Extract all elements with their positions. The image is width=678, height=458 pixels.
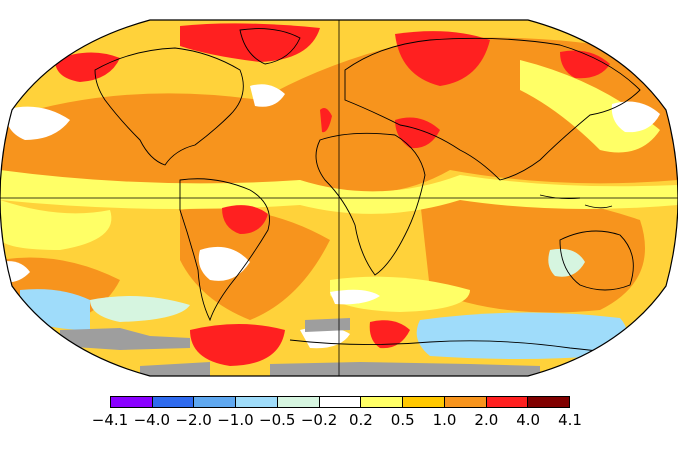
- colorbar-bin: [528, 397, 570, 407]
- colorbar-bin: [111, 397, 153, 407]
- colorbar-tick-label: 0.5: [390, 411, 415, 429]
- colorbar-tick-label: −4.1: [91, 411, 129, 429]
- colorbar-tick-label: 2.0: [474, 411, 499, 429]
- colorbar-ticks: −4.1 −4.0 −2.0 −1.0 −0.5 −0.2 0.2 0.5 1.0 2.0 4.0 4…: [92, 411, 582, 431]
- colorbar-bin: [486, 397, 529, 407]
- colorbar-bin: [152, 397, 195, 407]
- colorbar-tick-label: −2.0: [175, 411, 212, 429]
- colorbar: [110, 396, 570, 408]
- colorbar-bin: [361, 397, 404, 407]
- colorbar-tick-label: 4.1: [558, 411, 582, 429]
- colorbar-tick-label: −0.2: [300, 411, 338, 429]
- colorbar-bin: [444, 397, 487, 407]
- colorbar-bin: [403, 397, 445, 407]
- colorbar-bin: [277, 397, 320, 407]
- colorbar-bin: [236, 397, 278, 407]
- reference-axes: [0, 20, 678, 376]
- temperature-anomaly-map: [0, 19, 678, 377]
- map-outline: [0, 19, 678, 377]
- colorbar-tick-label: −4.0: [133, 411, 171, 429]
- colorbar-bin: [319, 397, 362, 407]
- colorbar-tick-label: 0.2: [348, 411, 373, 429]
- colorbar-tick-label: 1.0: [432, 411, 457, 429]
- colorbar-tick-label: −1.0: [217, 411, 254, 429]
- colorbar-bin: [194, 397, 237, 407]
- colorbar-tick-label: 4.0: [516, 411, 541, 429]
- colorbar-tick-label: −0.5: [259, 411, 296, 429]
